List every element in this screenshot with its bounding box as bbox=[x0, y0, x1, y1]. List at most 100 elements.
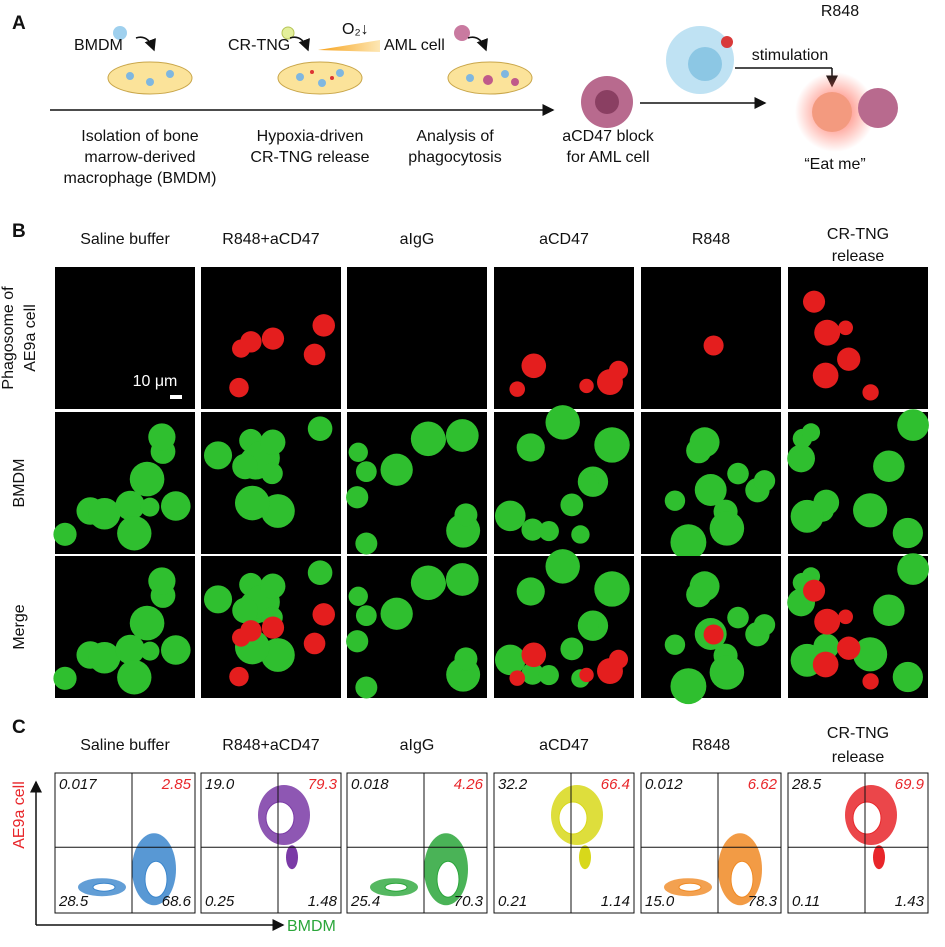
aml-icon bbox=[454, 25, 470, 41]
cell bbox=[260, 429, 286, 455]
phagosome bbox=[608, 649, 629, 669]
icon-label: AML cell bbox=[384, 37, 445, 54]
population-core bbox=[852, 801, 882, 835]
x-axis-label: BMDM bbox=[287, 918, 336, 935]
quadrant-value: 25.4 bbox=[350, 893, 380, 910]
cell bbox=[346, 486, 369, 509]
cell bbox=[787, 444, 815, 473]
cell bbox=[516, 577, 545, 606]
quadrant-value: 19.0 bbox=[205, 776, 235, 793]
cell bbox=[790, 499, 824, 533]
micrograph bbox=[347, 267, 487, 409]
cell bbox=[234, 485, 270, 521]
caption: Hypoxia-driven bbox=[257, 128, 364, 145]
phagosome bbox=[232, 339, 251, 358]
micrograph bbox=[55, 267, 195, 409]
cell bbox=[853, 637, 888, 672]
column-label: release bbox=[832, 749, 885, 766]
cell bbox=[727, 462, 749, 485]
quadrant-value: 66.4 bbox=[601, 776, 630, 793]
cell bbox=[670, 668, 707, 705]
cell bbox=[410, 565, 446, 601]
column-label: aIgG bbox=[400, 231, 435, 248]
caption: CR-TNG release bbox=[250, 149, 369, 166]
phagosome bbox=[862, 673, 879, 690]
cell bbox=[348, 586, 368, 606]
oxygen-gradient bbox=[318, 40, 380, 52]
population bbox=[873, 845, 885, 870]
flow-plots: Saline buffer 0.017 2.85 28.5 68.6 R848+aCD47… bbox=[54, 725, 929, 914]
cell bbox=[355, 461, 377, 483]
r848 bbox=[721, 36, 733, 48]
cell bbox=[117, 660, 152, 695]
phagosome bbox=[579, 667, 594, 683]
column-label: R848+aCD47 bbox=[222, 737, 320, 754]
cell bbox=[261, 462, 283, 485]
column-label: aIgG bbox=[400, 737, 435, 754]
cell bbox=[801, 423, 821, 442]
phagosome bbox=[312, 314, 335, 337]
cell bbox=[115, 490, 145, 521]
cell bbox=[115, 634, 145, 665]
cell bbox=[53, 522, 77, 546]
axes-arrows bbox=[30, 780, 285, 931]
tng-icon bbox=[281, 26, 295, 40]
cell bbox=[689, 427, 720, 458]
aml-cell bbox=[858, 88, 898, 128]
cell bbox=[232, 597, 258, 624]
phagosome bbox=[837, 636, 861, 660]
population bbox=[579, 845, 591, 870]
phagosome bbox=[812, 651, 839, 678]
cell bbox=[594, 427, 630, 463]
cell bbox=[521, 662, 544, 685]
cell bbox=[664, 490, 686, 511]
cell bbox=[580, 617, 599, 637]
cell bbox=[664, 634, 686, 655]
cell bbox=[897, 553, 929, 585]
cell bbox=[203, 441, 233, 470]
cell bbox=[307, 416, 333, 441]
caption: for AML cell bbox=[567, 149, 650, 166]
cell bbox=[454, 503, 478, 527]
phagosome bbox=[303, 632, 326, 655]
cell bbox=[445, 419, 479, 452]
column-label: R848+aCD47 bbox=[222, 231, 320, 248]
cell bbox=[454, 647, 478, 671]
cell bbox=[897, 409, 929, 441]
captions: Isolation of bone marrow-derived macrophag… bbox=[64, 128, 655, 187]
quadrant-value: 0.012 bbox=[645, 776, 683, 793]
cell bbox=[494, 500, 526, 532]
cell bbox=[892, 661, 923, 693]
scale-bar bbox=[170, 395, 182, 399]
cell bbox=[538, 521, 559, 542]
cell bbox=[348, 442, 368, 462]
quadrant-value: 28.5 bbox=[791, 776, 822, 793]
cell bbox=[545, 405, 580, 440]
phagosome bbox=[703, 335, 724, 356]
column-label: R848 bbox=[692, 737, 730, 754]
cell bbox=[346, 630, 369, 653]
row-label: Phagosome of bbox=[0, 286, 17, 390]
cell bbox=[580, 473, 599, 493]
cell bbox=[148, 567, 176, 595]
cell bbox=[853, 493, 888, 528]
cell bbox=[521, 518, 544, 541]
cell bbox=[260, 573, 286, 599]
cell bbox=[117, 516, 152, 551]
phagosome bbox=[703, 624, 724, 645]
cell bbox=[445, 563, 479, 596]
cell bbox=[753, 470, 776, 492]
cell bbox=[307, 560, 333, 585]
cell bbox=[380, 453, 413, 486]
quadrant-value: 1.14 bbox=[601, 893, 630, 910]
caption: aCD47 block bbox=[562, 128, 655, 145]
bmdm-icon bbox=[113, 26, 127, 40]
dish-cells bbox=[126, 69, 519, 87]
cell bbox=[148, 423, 176, 451]
quadrant-value: 0.018 bbox=[351, 776, 389, 793]
cell bbox=[560, 637, 584, 661]
quadrant-value: 2.85 bbox=[161, 776, 192, 793]
column-label: Saline buffer bbox=[80, 231, 170, 248]
y-axis-label: AE9a cell bbox=[11, 781, 28, 849]
